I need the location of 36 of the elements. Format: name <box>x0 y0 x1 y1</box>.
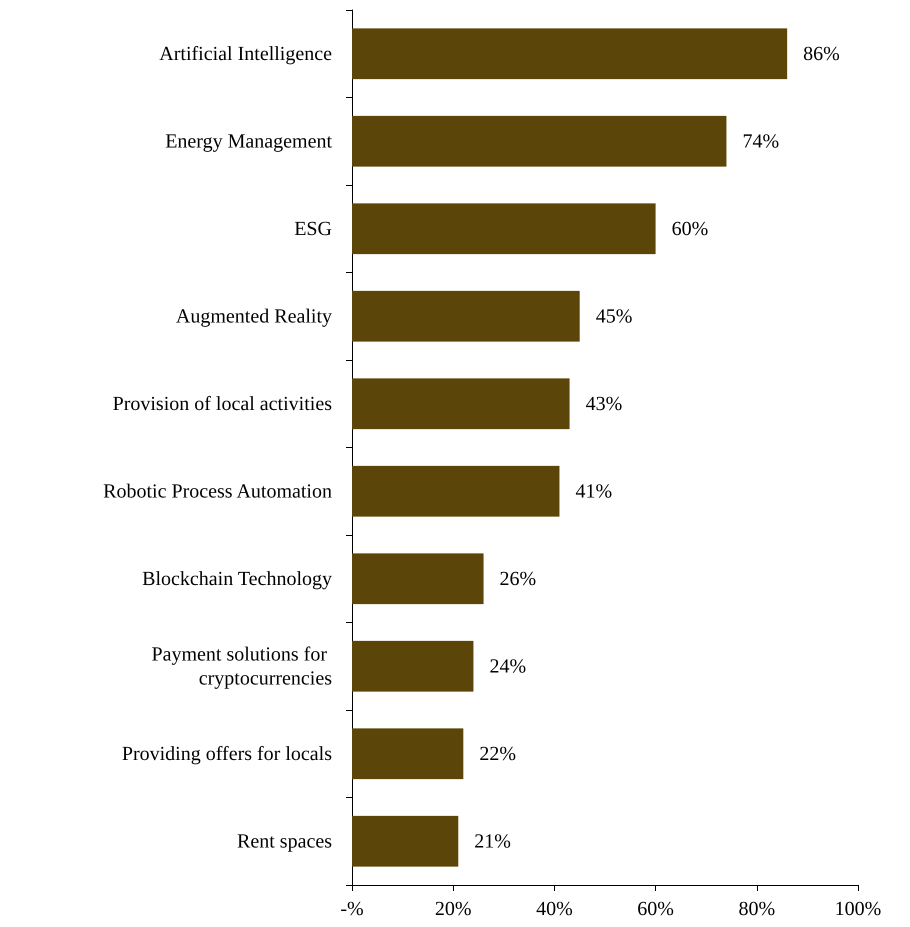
y-tick-label: ESG <box>294 218 332 240</box>
y-tick-label: Energy Management <box>165 130 332 152</box>
bar <box>352 728 464 780</box>
data-label: 41% <box>575 480 612 502</box>
x-tick-label: 20% <box>434 898 472 920</box>
x-tick-label: 60% <box>637 898 674 920</box>
bar <box>352 466 560 517</box>
data-label: 22% <box>479 742 516 765</box>
x-tick-label: -% <box>340 898 364 920</box>
data-label: 24% <box>489 655 526 678</box>
bar <box>352 203 656 254</box>
x-tick-label: 80% <box>738 898 776 920</box>
data-label: 43% <box>586 392 622 415</box>
data-label: 45% <box>596 305 632 328</box>
y-tick-label: Providing offers for locals <box>122 742 332 765</box>
y-tick-label: Blockchain Technology <box>142 568 332 590</box>
bar <box>352 640 474 692</box>
bar <box>352 553 484 604</box>
x-tick-label: 100% <box>834 898 882 920</box>
y-tick-label: Rent spaces <box>237 830 332 852</box>
y-tick-label: Payment solutions for cryptocurrencies <box>151 643 332 690</box>
bar <box>352 290 580 342</box>
bar <box>352 28 788 80</box>
x-tick-label: 40% <box>536 898 573 920</box>
data-label: 74% <box>742 130 780 152</box>
y-tick-label: Robotic Process Automation <box>103 480 332 502</box>
data-label: 86% <box>803 42 840 65</box>
data-label: 60% <box>672 218 708 240</box>
y-tick-label: Provision of local activities <box>112 392 332 415</box>
bar <box>352 116 726 167</box>
data-label: 21% <box>474 830 511 852</box>
y-tick-label: Artificial Intelligence <box>159 42 332 65</box>
bar <box>352 378 570 430</box>
bar <box>352 816 458 867</box>
y-tick-label: Augmented Reality <box>176 305 332 328</box>
data-label: 26% <box>500 568 536 590</box>
